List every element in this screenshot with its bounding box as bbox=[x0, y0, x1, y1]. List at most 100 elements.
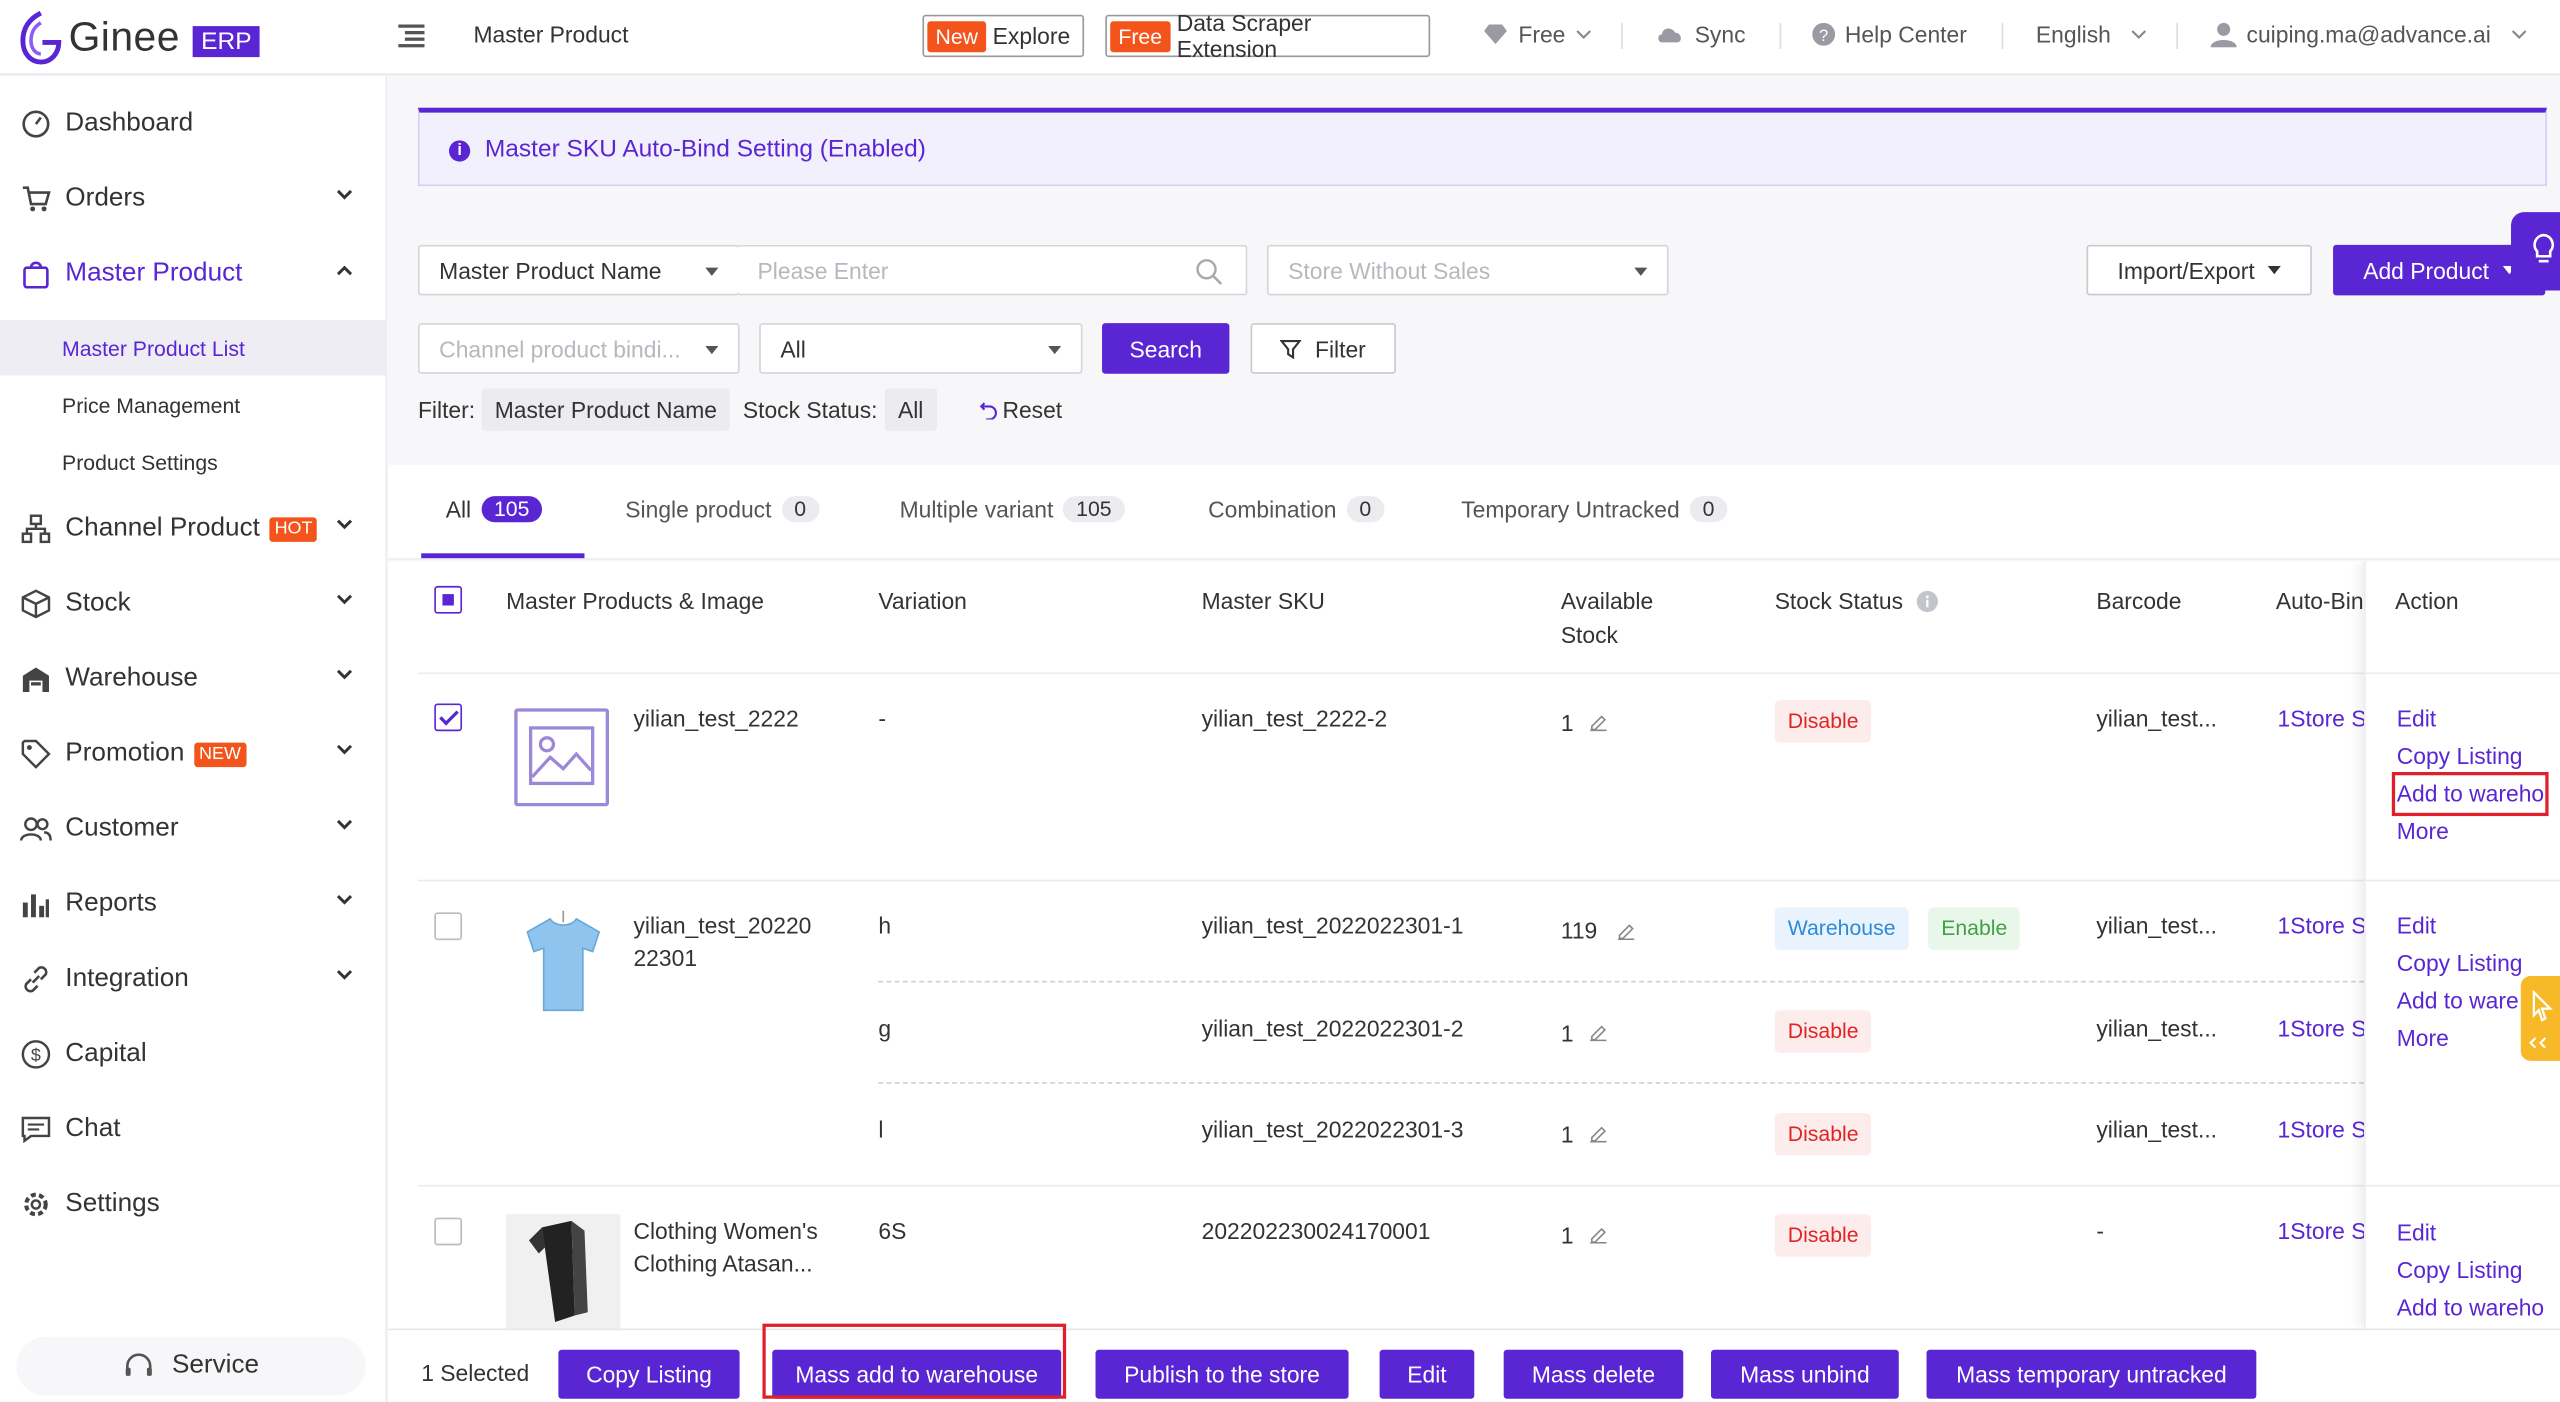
auto-bind-banner[interactable]: i Master SKU Auto-Bind Setting (Enabled) bbox=[417, 107, 2547, 187]
search-field-select[interactable]: Master Product Name bbox=[417, 244, 740, 296]
edit-pencil-icon[interactable] bbox=[1589, 1123, 1609, 1143]
sidebar-subitem-product-settings[interactable]: Product Settings bbox=[62, 449, 218, 475]
sitemap-icon bbox=[20, 512, 53, 545]
sidebar-item-channel-product[interactable]: Channel Product HOT bbox=[0, 498, 387, 560]
sidebar-item-chat[interactable]: Chat bbox=[0, 1098, 387, 1160]
sidebar-item-dashboard[interactable]: Dashboard bbox=[0, 93, 387, 155]
help-icon: ? bbox=[1812, 22, 1836, 46]
copy-listing-button[interactable]: Copy Listing bbox=[558, 1349, 740, 1399]
menu-toggle-icon[interactable] bbox=[395, 20, 428, 53]
auto-bind-store-link[interactable]: 1Store S bbox=[2277, 912, 2367, 939]
tips-float-button[interactable] bbox=[2511, 212, 2560, 291]
assistant-float-button[interactable] bbox=[2520, 976, 2560, 1061]
tab-combination[interactable]: Combination 0 bbox=[1208, 496, 1385, 523]
more-link[interactable]: More bbox=[2396, 1024, 2449, 1052]
import-export-button[interactable]: Import/Export bbox=[2086, 244, 2312, 296]
sidebar-item-stock[interactable]: Stock bbox=[0, 573, 387, 635]
product-name[interactable]: yilian_test_2222 bbox=[633, 705, 799, 732]
add-to-warehouse-link[interactable]: Add to wareho bbox=[2396, 780, 2545, 807]
auto-bind-store-link[interactable]: 1Store S bbox=[2277, 1116, 2367, 1143]
product-name-line1[interactable]: yilian_test_20220 bbox=[633, 912, 812, 939]
tab-count: 0 bbox=[1689, 496, 1728, 523]
language-dropdown[interactable]: English bbox=[2036, 21, 2147, 47]
mass-delete-button[interactable]: Mass delete bbox=[1503, 1349, 1684, 1399]
svg-text:?: ? bbox=[1819, 27, 1828, 45]
product-image-clothing[interactable] bbox=[506, 1214, 621, 1329]
chevron-down-icon bbox=[336, 519, 353, 530]
sidebar-item-customer[interactable]: Customer bbox=[0, 798, 387, 860]
copy-listing-link[interactable]: Copy Listing bbox=[2396, 742, 2523, 769]
col-header-stock-line2: Stock bbox=[1560, 621, 1618, 648]
search-input[interactable]: Please Enter bbox=[737, 244, 1248, 296]
sidebar-item-master-product[interactable]: Master Product bbox=[0, 243, 387, 305]
product-type-tabs: All 105 Single product 0 Multiple varian… bbox=[388, 465, 2560, 560]
data-scraper-button[interactable]: Free Data Scraper Extension bbox=[1105, 10, 1431, 62]
sidebar-item-orders[interactable]: Orders bbox=[0, 168, 387, 230]
product-name-line1[interactable]: Clothing Women's bbox=[633, 1217, 818, 1244]
product-name-line2[interactable]: Clothing Atasan... bbox=[633, 1250, 813, 1277]
sidebar-item-reports[interactable]: Reports bbox=[0, 873, 387, 935]
sidebar-item-capital[interactable]: $ Capital bbox=[0, 1023, 387, 1085]
cloud-sync-icon bbox=[1658, 28, 1681, 43]
tab-temporary-untracked[interactable]: Temporary Untracked 0 bbox=[1461, 496, 1728, 523]
copy-listing-link[interactable]: Copy Listing bbox=[2396, 949, 2523, 977]
add-product-button[interactable]: Add Product bbox=[2333, 244, 2546, 296]
plan-dropdown[interactable]: Free bbox=[1482, 21, 1591, 47]
service-button[interactable]: Service bbox=[16, 1336, 366, 1396]
product-image-placeholder[interactable] bbox=[514, 708, 609, 807]
edit-link[interactable]: Edit bbox=[2396, 705, 2437, 732]
sidebar-subitem-master-product-list[interactable]: Master Product List bbox=[0, 319, 387, 376]
sync-button[interactable]: Sync bbox=[1656, 21, 1746, 47]
add-to-warehouse-link[interactable]: Add to ware bbox=[2396, 987, 2519, 1014]
help-center-link[interactable]: ? Help Center bbox=[1812, 21, 1967, 47]
auto-bind-store-link[interactable]: 1Store S bbox=[2277, 1015, 2367, 1042]
edit-pencil-icon[interactable] bbox=[1589, 1022, 1609, 1042]
master-sku: yilian_test_2022022301-2 bbox=[1201, 1015, 1464, 1042]
info-circle-icon[interactable] bbox=[1916, 590, 1938, 613]
sidebar-item-promotion[interactable]: Promotion NEW bbox=[0, 723, 387, 785]
sidebar-item-integration[interactable]: Integration bbox=[0, 948, 387, 1010]
row-checkbox[interactable] bbox=[434, 703, 463, 732]
search-button[interactable]: Search bbox=[1102, 323, 1230, 374]
publish-to-store-button[interactable]: Publish to the store bbox=[1095, 1349, 1349, 1399]
product-name-line2[interactable]: 22301 bbox=[633, 945, 698, 972]
auto-bind-store-link[interactable]: 1Store S bbox=[2277, 705, 2367, 732]
tab-all[interactable]: All 105 bbox=[446, 496, 543, 523]
sidebar-subitem-price-management[interactable]: Price Management bbox=[62, 392, 241, 418]
mass-temporary-untracked-button[interactable]: Mass temporary untracked bbox=[1926, 1349, 2257, 1399]
copy-listing-link[interactable]: Copy Listing bbox=[2396, 1256, 2523, 1283]
explore-button[interactable]: New Explore bbox=[922, 14, 1085, 58]
edit-pencil-icon[interactable] bbox=[1589, 712, 1609, 732]
row-checkbox[interactable] bbox=[434, 1217, 463, 1246]
product-image-tshirt[interactable] bbox=[514, 909, 612, 1017]
auto-bind-store-link[interactable]: 1Store S bbox=[2277, 1217, 2367, 1244]
edit-link[interactable]: Edit bbox=[2396, 912, 2437, 939]
sidebar-item-warehouse[interactable]: Warehouse bbox=[0, 648, 387, 710]
sidebar: Dashboard Orders Master Product Master P… bbox=[0, 76, 387, 1402]
mass-add-to-warehouse-button[interactable]: Mass add to warehouse bbox=[772, 1349, 1062, 1399]
ginee-logo[interactable]: Ginee ERP bbox=[20, 7, 265, 69]
reset-link[interactable]: Reset bbox=[979, 397, 1062, 423]
edit-button[interactable]: Edit bbox=[1379, 1349, 1475, 1399]
tab-single-product[interactable]: Single product 0 bbox=[625, 496, 820, 523]
row-checkbox[interactable] bbox=[434, 912, 463, 941]
sidebar-item-settings[interactable]: Settings bbox=[0, 1174, 387, 1236]
tab-multiple-variant[interactable]: Multiple variant 105 bbox=[900, 496, 1125, 523]
data-scraper-label: Data Scraper Extension bbox=[1176, 9, 1312, 63]
edit-pencil-icon[interactable] bbox=[1616, 921, 1636, 941]
edit-pencil-icon[interactable] bbox=[1589, 1224, 1609, 1244]
more-link[interactable]: More bbox=[2396, 817, 2449, 844]
store-without-sales-select[interactable]: Store Without Sales bbox=[1266, 244, 1669, 296]
user-menu[interactable]: cuiping.ma@advance.ai bbox=[2210, 21, 2527, 48]
add-to-warehouse-link[interactable]: Add to wareho bbox=[2396, 1294, 2545, 1321]
channel-binding-select[interactable]: Channel product bindi... bbox=[417, 323, 740, 374]
filter-button[interactable]: Filter bbox=[1250, 323, 1396, 374]
filter-chip-master-product-name[interactable]: Master Product Name bbox=[481, 388, 731, 431]
select-all-checkbox[interactable] bbox=[434, 585, 463, 614]
all-select[interactable]: All bbox=[759, 323, 1083, 374]
mass-unbind-button[interactable]: Mass unbind bbox=[1711, 1349, 1899, 1399]
filter-chip-stock-all[interactable]: All bbox=[884, 388, 937, 431]
edit-link[interactable]: Edit bbox=[2396, 1219, 2437, 1246]
chevron-down-icon bbox=[2131, 30, 2146, 40]
caret-down-icon bbox=[2502, 266, 2516, 275]
